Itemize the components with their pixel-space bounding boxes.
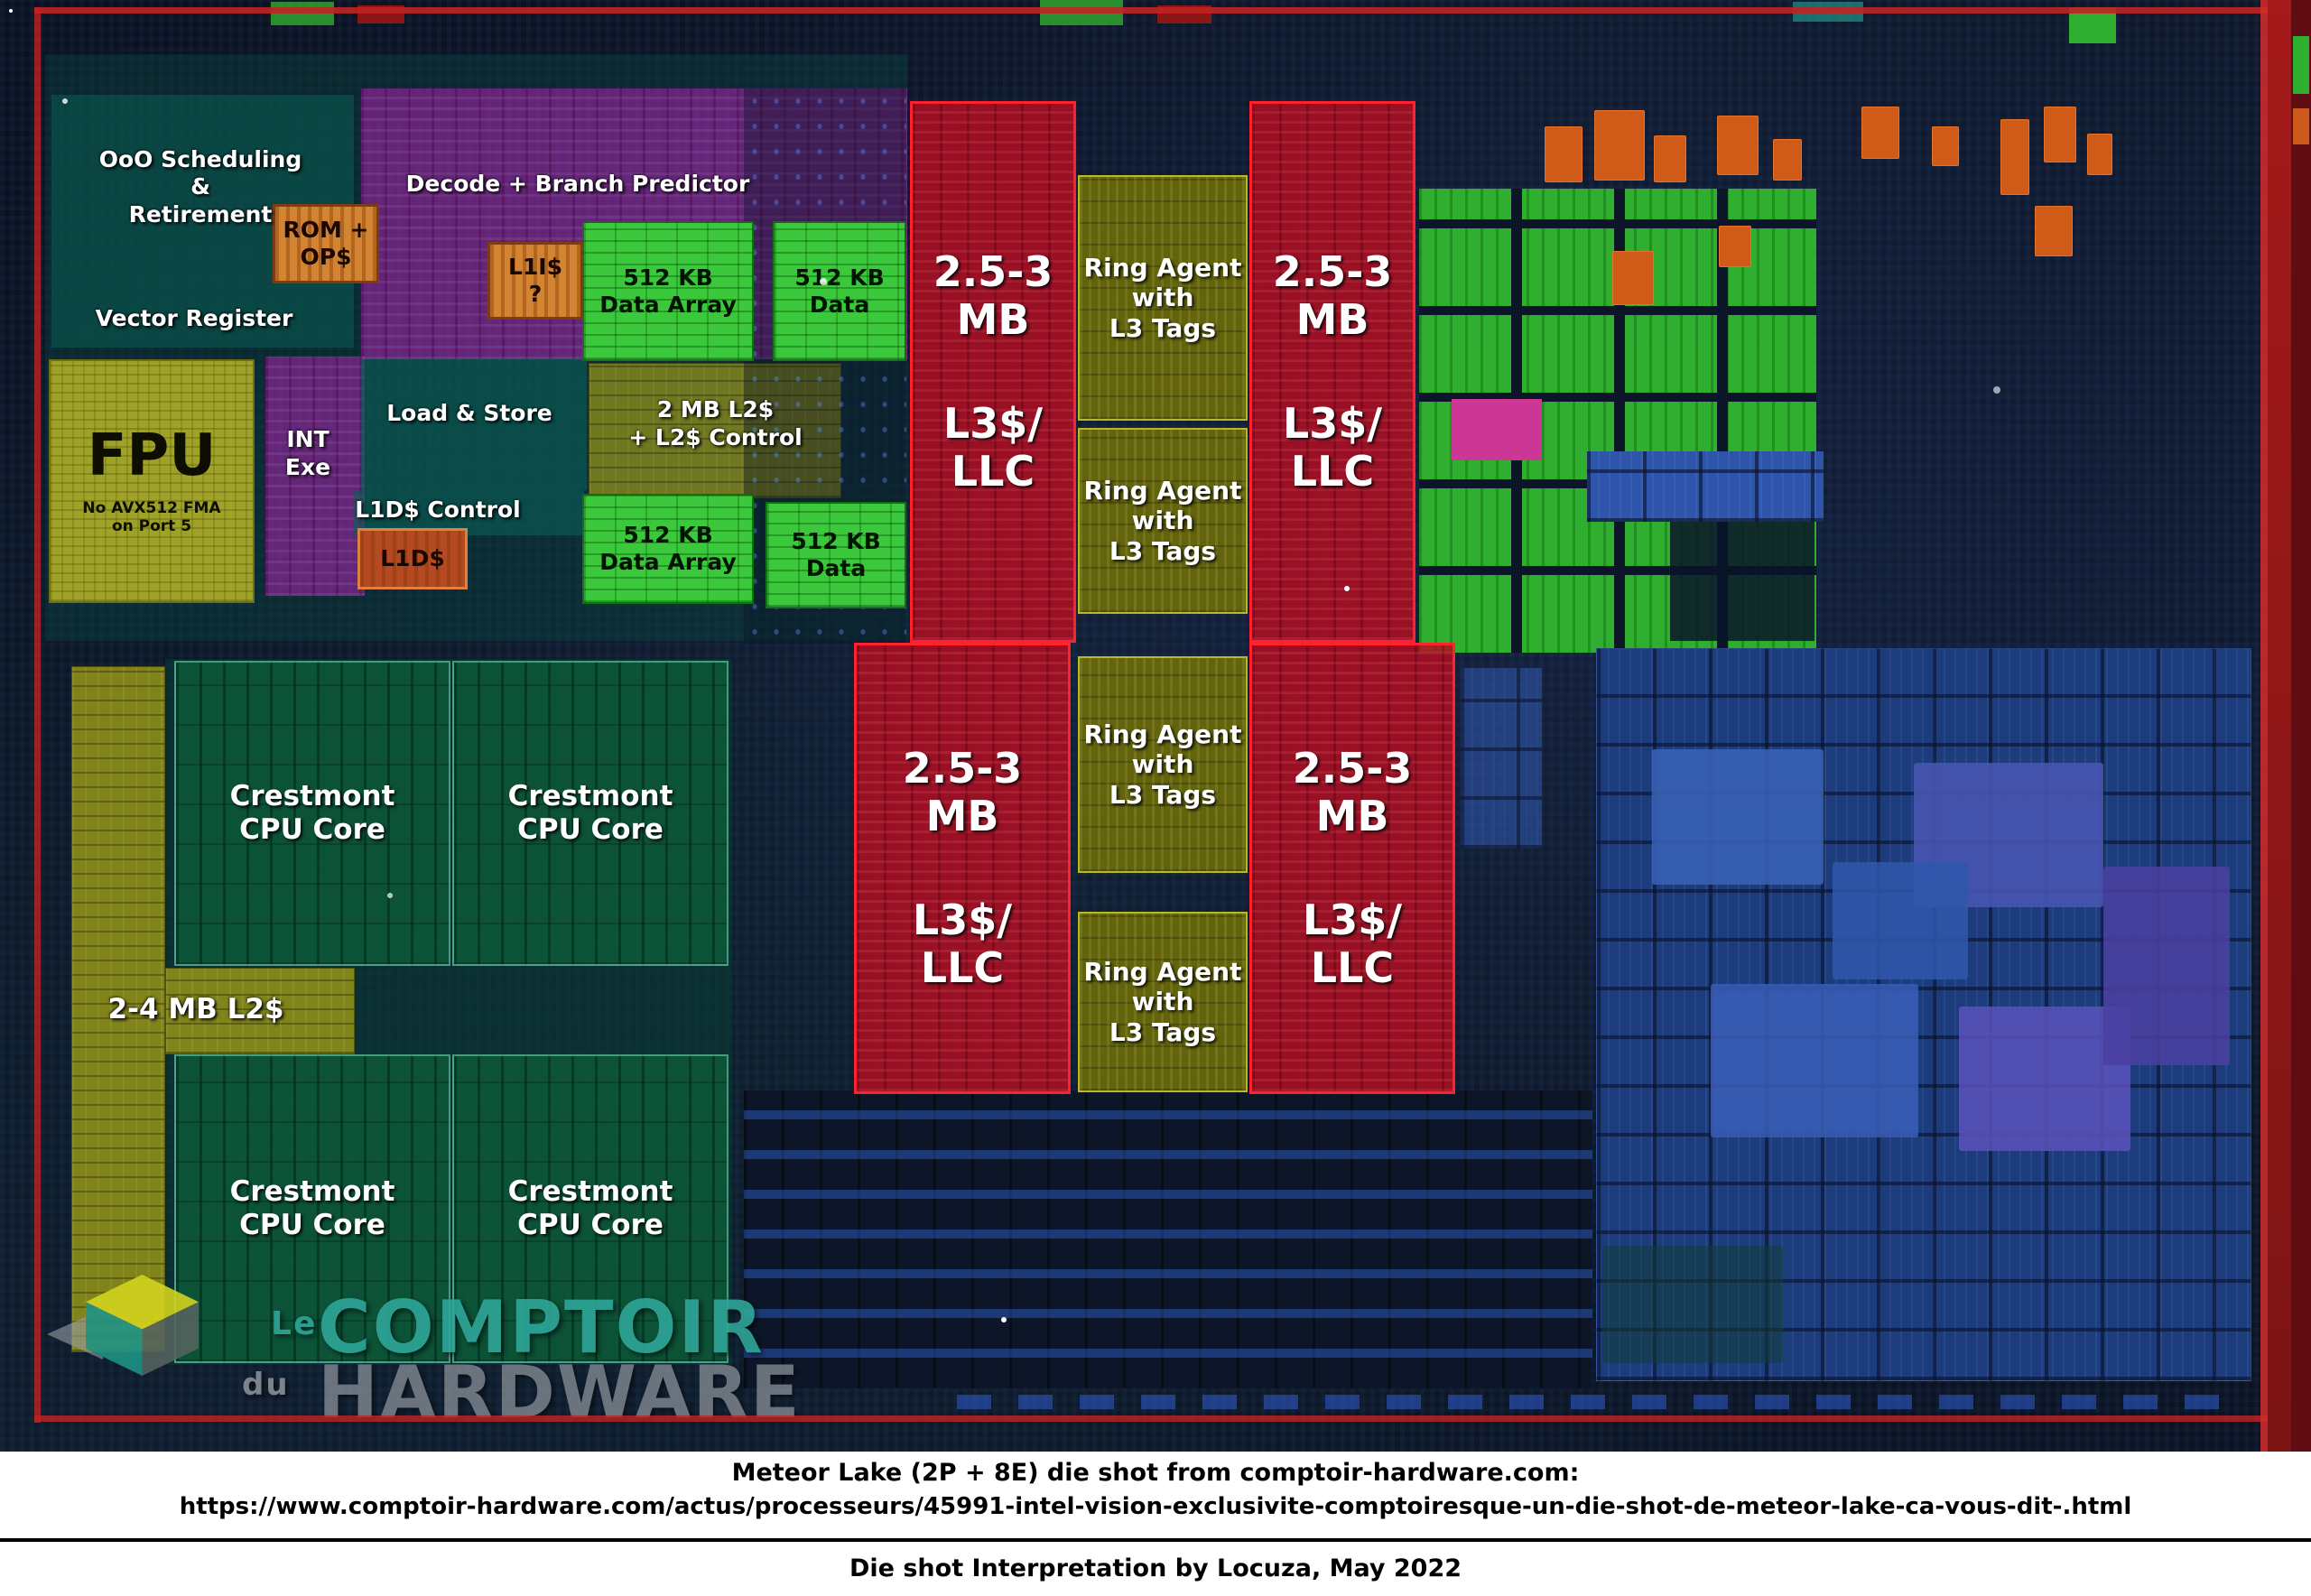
io-pad-block <box>1654 135 1686 182</box>
watermark-comptoir: COMPTOIR <box>318 1285 765 1369</box>
l1d-control-label: L1D$ Control <box>355 496 521 523</box>
io-pad-block <box>1861 107 1899 159</box>
right-edge-strip <box>2260 0 2268 1452</box>
caption-credit: Die shot Interpretation by Locuza, May 2… <box>849 1554 1462 1582</box>
sram-dark-patch <box>1670 506 1814 641</box>
ecore-l2-strip-vertical <box>71 666 165 1352</box>
crestmont-core-4: Crestmont CPU Core <box>452 1054 729 1363</box>
pink-block <box>1452 399 1542 460</box>
ring-agent-bottom-2: Ring Agent with L3 Tags <box>1078 912 1248 1092</box>
caption-title: Meteor Lake (2P + 8E) die shot from comp… <box>731 1459 1580 1487</box>
gpu-tile-patch <box>1833 862 1968 979</box>
caption-url: https://www.comptoir-hardware.com/actus/… <box>179 1493 2132 1520</box>
l3-size-label: 2.5-3 MB <box>1292 744 1413 841</box>
l3-slice-top-left: 2.5-3 MB L3$/ LLC <box>910 101 1076 643</box>
ecore-l2-strip-horizontal <box>165 968 355 1054</box>
l1i-box: L1I$ ? <box>487 242 583 320</box>
l3-slice-top-right: 2.5-3 MB L3$/ LLC <box>1249 101 1415 643</box>
die-photo: Crestmont CPU Core Crestmont CPU Core Cr… <box>0 0 2311 1452</box>
crestmont-core-2: Crestmont CPU Core <box>452 661 729 966</box>
fpu-note: No AVX512 FMA on Port 5 <box>82 498 221 535</box>
gpu-tile-patch <box>1652 749 1824 885</box>
fpu-label: FPU <box>87 422 217 489</box>
l2-control-region <box>589 363 841 498</box>
frame-top <box>34 7 2271 14</box>
l2-data-array-top-box: 512 KB Data Array <box>582 221 754 361</box>
watermark-le: Le <box>271 1305 318 1342</box>
l3-llc-label: L3$/ LLC <box>912 895 1013 992</box>
watermark-hardware: HARDWARE <box>318 1350 802 1434</box>
io-pad-block <box>2035 206 2073 256</box>
l2-data-bottom-box: 512 KB Data <box>766 502 906 608</box>
cube-icon <box>86 1275 199 1376</box>
ecore-l2-label: 2-4 MB L2$ <box>107 993 284 1026</box>
gpu-tile-patch <box>1602 1246 1783 1363</box>
die-edge-block <box>2293 36 2309 94</box>
crestmont-core-3: Crestmont CPU Core <box>174 1054 450 1363</box>
int-exe-label: INT Exe <box>284 426 331 480</box>
l1d-control-region <box>354 490 584 535</box>
rom-ops-box: ROM + OP$ <box>273 204 379 283</box>
l2-control-label: 2 MB L2$ + L2$ Control <box>628 396 803 450</box>
gpu-tile-patch <box>2103 867 2230 1065</box>
io-pad-block <box>1773 139 1802 181</box>
watermark-du: du <box>242 1367 290 1403</box>
decode-branch-label: Decode + Branch Predictor <box>405 170 750 197</box>
frame-left <box>34 7 41 1423</box>
vector-register-label: Vector Register <box>95 304 293 331</box>
die-edge-block <box>2293 108 2309 144</box>
io-pad-block <box>1932 126 1959 166</box>
l3-size-label: 2.5-3 MB <box>1272 247 1393 345</box>
crestmont-core-1: Crestmont CPU Core <box>174 661 450 966</box>
bump-row <box>957 1395 2239 1409</box>
ring-agent-bottom-1: Ring Agent with L3 Tags <box>1078 656 1248 873</box>
blue-block-row <box>1587 451 1824 522</box>
l3-llc-label: L3$/ LLC <box>942 399 1044 496</box>
l3-size-label: 2.5-3 MB <box>933 247 1053 345</box>
io-pad-block <box>2000 119 2029 195</box>
gpu-tile-patch <box>1711 984 1918 1137</box>
l1d-box: L1D$ <box>357 528 468 589</box>
io-pad-block <box>1717 116 1759 175</box>
right-edge-strip <box>2291 0 2311 1452</box>
caption-area: Meteor Lake (2P + 8E) die shot from comp… <box>0 1452 2311 1596</box>
io-pad-block <box>1545 126 1582 182</box>
io-pad-block <box>2044 107 2076 162</box>
die-edge-block <box>271 2 334 25</box>
l3-slice-bottom-right: 2.5-3 MB L3$/ LLC <box>1249 643 1455 1094</box>
l2-data-array-bottom-box: 512 KB Data Array <box>582 494 754 604</box>
int-exe-region <box>265 357 365 596</box>
load-store-label: Load & Store <box>386 399 552 426</box>
io-pad-block <box>2087 134 2112 175</box>
io-pad-block <box>1612 251 1654 305</box>
load-store-region <box>361 359 587 490</box>
fpu-box: FPU No AVX512 FMA on Port 5 <box>49 359 255 603</box>
l3-llc-label: L3$/ LLC <box>1302 895 1403 992</box>
l3-slice-bottom-left: 2.5-3 MB L3$/ LLC <box>854 643 1071 1094</box>
gpu-tile-patch <box>1959 1007 2130 1151</box>
blue-column-block <box>1461 668 1542 849</box>
frame-bottom <box>34 1415 2271 1422</box>
l3-llc-label: L3$/ LLC <box>1282 399 1383 496</box>
io-pad-block <box>1719 226 1751 267</box>
l2-data-top-box: 512 KB Data <box>773 221 906 361</box>
ring-agent-top-2: Ring Agent with L3 Tags <box>1078 428 1248 614</box>
memory-stripe-region <box>744 1090 1592 1388</box>
l3-size-label: 2.5-3 MB <box>902 744 1023 841</box>
right-edge-strip <box>2268 0 2291 1452</box>
dust-specks <box>9 9 13 13</box>
ooo-scheduling-label: OoO Scheduling & Retirement <box>98 145 302 227</box>
io-pad-block <box>1594 110 1645 181</box>
ring-agent-top-1: Ring Agent with L3 Tags <box>1078 175 1248 421</box>
caption-divider <box>0 1538 2311 1542</box>
